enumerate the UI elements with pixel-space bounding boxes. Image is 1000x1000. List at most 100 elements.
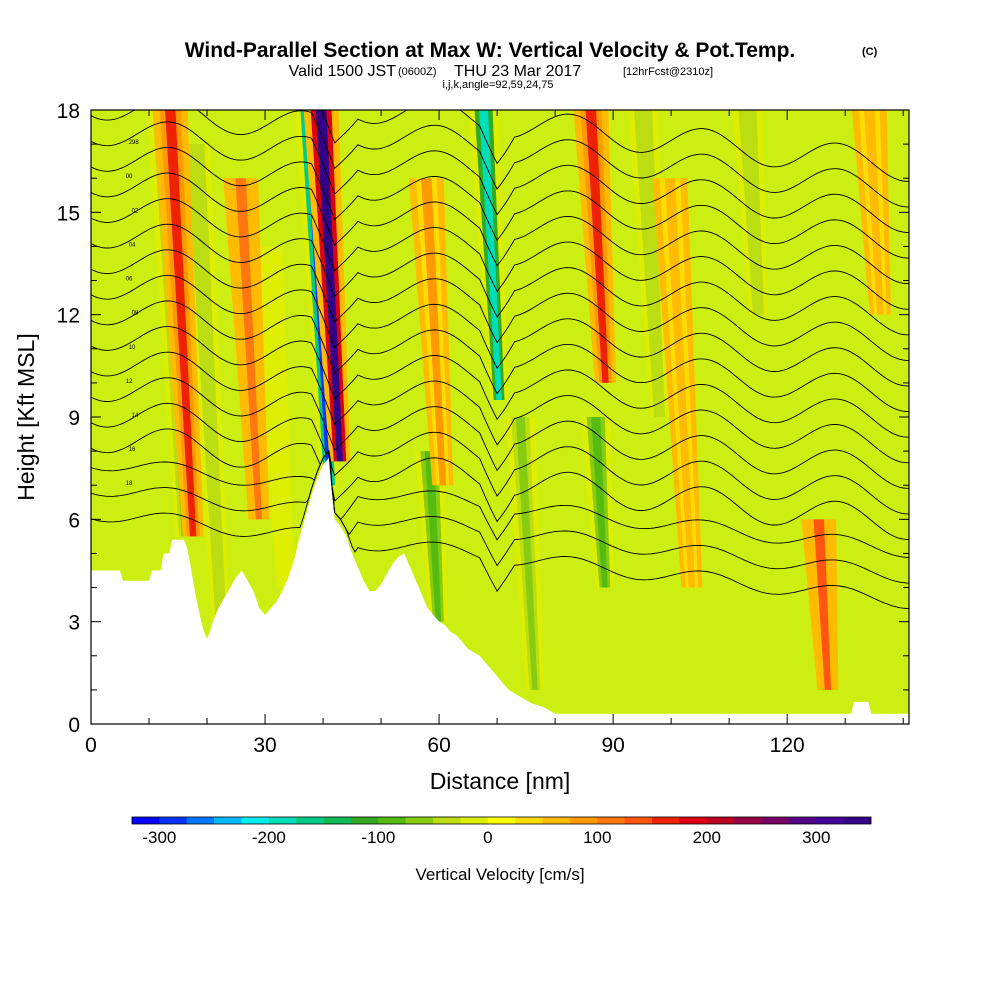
colorbar-swatch	[132, 817, 160, 824]
downdraft-band-2-2	[262, 246, 289, 588]
theta-contour-7	[91, 326, 909, 438]
colorbar-swatch	[296, 817, 324, 824]
x-tick-label: 90	[601, 734, 624, 757]
theta-contour-8	[91, 300, 909, 413]
colorbar-swatch	[405, 817, 434, 824]
colorbar-swatch	[569, 817, 598, 824]
updraft-band-4-2	[585, 110, 609, 383]
colorbar-swatch	[159, 817, 188, 824]
y-tick-label: 18	[57, 100, 80, 123]
theta-contour-14	[91, 147, 909, 259]
y-tick-label: 15	[57, 202, 80, 225]
theta-contour-17	[321, 110, 909, 182]
theta-label-1: 16	[129, 447, 136, 453]
updraft-band-1-2	[235, 178, 263, 520]
theta-contour-3	[91, 428, 909, 540]
theta-contour-11	[91, 223, 909, 336]
colorbar-tick-label: 100	[583, 828, 611, 847]
colorbar-swatch	[761, 817, 790, 824]
colorbar-tick-label: 300	[802, 828, 830, 847]
colorbar-swatch	[186, 817, 215, 824]
theta-contour-4	[91, 402, 909, 515]
x-tick-label: 30	[253, 734, 276, 757]
colorbar-title: Vertical Velocity [cm/s]	[415, 865, 584, 884]
theta-label-2: 14	[132, 413, 139, 419]
x-axis-label: Distance [nm]	[430, 768, 571, 794]
theta-contour-6	[91, 351, 909, 464]
theta-contour-5	[91, 377, 909, 489]
y-tick-label: 6	[68, 509, 80, 532]
downdraft-band-7-2	[591, 417, 608, 588]
updraft-band-0-2	[165, 110, 197, 537]
colorbar-swatch	[624, 817, 653, 824]
theta-label-4: 10	[129, 345, 136, 351]
updraft-band-7-2	[864, 110, 884, 315]
colorbar-swatch	[460, 817, 489, 824]
colorbar-swatch	[679, 817, 708, 824]
theta-contour-1	[91, 449, 909, 584]
colorbar-tick-label: 200	[693, 828, 721, 847]
section-indices: i,j,k,angle=92,59,24,75	[442, 79, 553, 91]
x-axis: 0 30 60 90 120	[85, 110, 904, 757]
valid-date: THU 23 Mar 2017	[454, 63, 581, 80]
downdraft-band-4-2	[479, 110, 502, 400]
velocity-field	[146, 110, 891, 690]
colorbar-swatch	[487, 817, 516, 824]
downdraft-band-8-2	[638, 110, 663, 417]
colorbar-frame	[131, 816, 872, 825]
copyright-mark: (C)	[862, 46, 878, 58]
y-tick-label: 0	[68, 714, 80, 737]
colorbar-tick-label: -300	[142, 828, 176, 847]
chart-title: Wind-Parallel Section at Max W: Vertical…	[185, 39, 796, 62]
valid-utc: (0600Z)	[398, 66, 437, 78]
y-tick-label: 3	[68, 612, 80, 635]
theta-contour-12	[91, 198, 909, 310]
theta-label-3: 12	[126, 379, 133, 385]
downdraft-band-5-2	[424, 451, 442, 622]
theta-contour-10	[91, 249, 909, 361]
updraft-band-3-2	[421, 178, 446, 486]
theta-label-0: 18	[126, 481, 133, 487]
theta-contour-16	[91, 110, 909, 208]
updraft-band-6-2	[813, 519, 832, 690]
colorbar-swatch	[788, 817, 817, 824]
colorbar-swatch	[433, 817, 461, 824]
theta-label-8: 02	[132, 208, 139, 214]
colorbar-swatch	[706, 817, 735, 824]
theta-contour-0	[91, 449, 909, 610]
colorbar-swatch	[378, 817, 407, 824]
colorbar-swatch	[597, 817, 625, 824]
theta-contours: 18 16 14 12 10 08 06 04 02 00 298	[91, 110, 909, 610]
theta-label-6: 06	[126, 277, 133, 283]
colorbar-swatch	[268, 817, 297, 824]
forecast-info: [12hrFcst@2310z]	[623, 66, 713, 78]
theta-contour-13	[91, 172, 909, 285]
colorbar-swatch	[241, 817, 270, 824]
theta-label-5: 08	[132, 311, 139, 317]
subtitle-line: Valid 1500 JST (0600Z) THU 23 Mar 2017 […	[289, 63, 713, 80]
y-axis-label: Height [Kft MSL]	[13, 333, 39, 500]
y-tick-label: 9	[68, 407, 80, 430]
x-tick-label: 0	[85, 734, 97, 757]
colorbar-swatch	[816, 817, 844, 824]
colorbar-tick-label: -200	[252, 828, 286, 847]
colorbar-swatch	[843, 817, 872, 824]
updraft-band-2-2	[315, 110, 344, 462]
updraft-band-5-2	[664, 178, 696, 588]
colorbar-swatch	[515, 817, 543, 824]
colorbar-tick-label: -100	[361, 828, 395, 847]
colorbar-swatch	[652, 817, 680, 824]
colorbar: -300 -200 -100 0 100 200 300	[131, 816, 872, 847]
downdraft-band-1-2	[190, 144, 224, 622]
theta-label-9: 00	[126, 174, 133, 180]
theta-label-7: 04	[129, 242, 136, 248]
plot-area: 18 16 14 12 10 08 06 04 02 00 298	[91, 110, 909, 724]
x-tick-label: 120	[770, 734, 805, 757]
y-tick-label: 12	[57, 305, 80, 328]
colorbar-swatch	[542, 817, 571, 824]
theta-label-10: 298	[129, 140, 140, 146]
colorbar-swatch	[350, 817, 379, 824]
colorbar-swatch	[214, 817, 242, 824]
colorbar-tick-label: 0	[483, 828, 492, 847]
